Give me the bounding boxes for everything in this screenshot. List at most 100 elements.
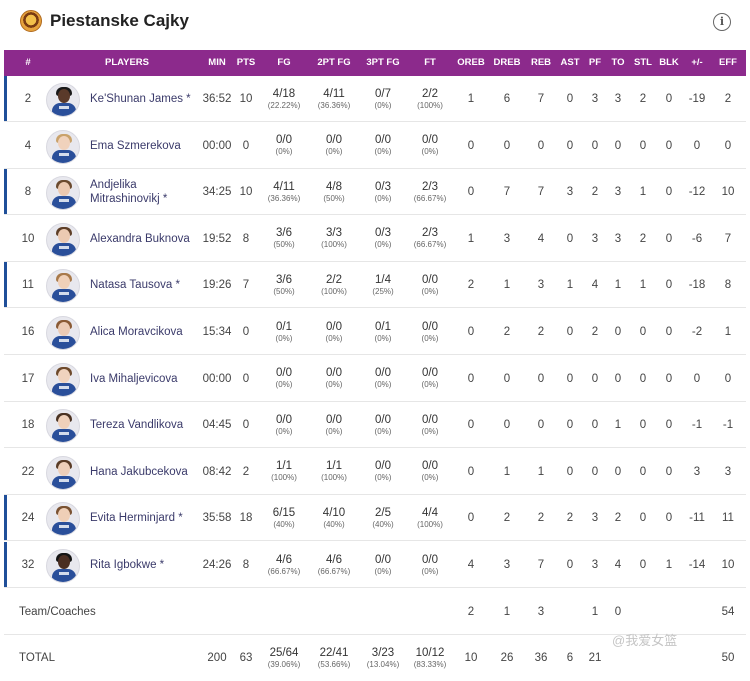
column-header-pf[interactable]: PF xyxy=(588,57,602,68)
player-name[interactable]: Rita Igbokwe * xyxy=(90,559,165,571)
stat-ast: 0 xyxy=(566,232,574,245)
player-name[interactable]: Evita Herminjard * xyxy=(90,512,183,525)
cell-pf: 0 xyxy=(584,123,606,169)
percentage: (40%) xyxy=(273,519,295,529)
table-row[interactable]: 24 Evita Herminjard * 35:58 18 6/15 (40%) 4/10… xyxy=(4,495,746,542)
column-header-eff[interactable]: EFF xyxy=(719,57,737,68)
stat-eff: 7 xyxy=(724,232,732,245)
stat-pts: 63 xyxy=(239,652,253,665)
cell-fg: 4/6 (66.67%) xyxy=(260,542,308,588)
column-header-reb[interactable]: REB xyxy=(530,57,552,68)
player-name[interactable]: Hana Jakubcekova xyxy=(90,465,188,478)
percentage: (66.67%) xyxy=(267,566,301,576)
info-icon[interactable]: i xyxy=(713,13,731,31)
cell-player[interactable]: Ema Szmerekova xyxy=(46,123,202,169)
stat-min: 200 xyxy=(207,652,227,665)
cell-fg3: 0/0 (0%) xyxy=(360,402,406,448)
column-header-players[interactable]: PLAYERS xyxy=(105,57,149,68)
avatar-head xyxy=(58,135,70,150)
player-name[interactable]: Ke'Shunan James * xyxy=(90,93,191,105)
player-name[interactable]: Andjelika Mitrashinovikj * xyxy=(90,179,168,206)
stat-pf: 0 xyxy=(591,419,599,432)
column-header-pm[interactable]: +/- xyxy=(691,57,703,68)
table-row[interactable]: 4 Ema Szmerekova 00:00 0 0/0 (0%) 0/0 (0%) 0/0 (0… xyxy=(4,122,746,169)
cell-player[interactable]: Iva Mihaljevicova xyxy=(46,356,202,402)
column-header-to[interactable]: TO xyxy=(611,57,625,68)
stat-min: 24:26 xyxy=(202,559,232,571)
table-row[interactable]: 11 Natasa Tausova * 19:26 7 3/6 (50%) 2/2 (100%… xyxy=(4,262,746,309)
cell-player[interactable]: Tereza Vandlikova xyxy=(46,402,202,448)
cell-pm: -11 xyxy=(682,495,712,541)
column-header-oreb[interactable]: OREB xyxy=(457,57,485,68)
cell-dreb: 3 xyxy=(488,542,526,588)
column-header-fg2[interactable]: 2PT FG xyxy=(317,57,351,68)
column-header-fg3[interactable]: 3PT FG xyxy=(366,57,400,68)
cell-eff: 10 xyxy=(712,169,744,215)
cell-fg: 6/15 (40%) xyxy=(260,495,308,541)
table-row[interactable]: 2 Ke'Shunan James * 36:52 10 4/18 (22.22%) 4/1… xyxy=(4,76,746,122)
avatar-jersey-stripe xyxy=(59,432,69,436)
cell-player[interactable]: Rita Igbokwe * xyxy=(46,542,202,588)
cell-dreb: 1 xyxy=(488,449,526,495)
player-name[interactable]: Iva Mihaljevicova xyxy=(90,372,178,385)
table-row[interactable]: 32 Rita Igbokwe * 24:26 8 4/6 (66.67%) 4/6 (66.… xyxy=(4,542,746,588)
avatar-jersey-stripe xyxy=(59,385,69,389)
cell-blk: 0 xyxy=(656,402,682,448)
cell-fg2: 22/41 (53.66%) xyxy=(308,635,360,681)
team-title: Piestanske Cajky xyxy=(50,11,189,30)
player-name[interactable]: Tereza Vandlikova xyxy=(90,419,184,432)
made-attempted: 0/0 xyxy=(325,367,342,380)
cell-fg3: 3/23 (13.04%) xyxy=(360,635,406,681)
table-row[interactable]: 8 Andjelika Mitrashinovikj * 34:25 10 4/11 (3… xyxy=(4,169,746,216)
stat-to: 0 xyxy=(614,372,622,385)
table-row[interactable]: 18 Tereza Vandlikova 04:45 0 0/0 (0%) 0/0 (0%) 0… xyxy=(4,402,746,449)
stat-pts: 0 xyxy=(242,372,250,385)
player-name[interactable]: Ema Szmerekova xyxy=(90,139,181,152)
cell-fg2: 1/1 (100%) xyxy=(308,449,360,495)
cell-oreb: 0 xyxy=(454,356,488,402)
column-header-stl[interactable]: STL xyxy=(634,57,652,68)
player-name[interactable]: Natasa Tausova * xyxy=(90,279,180,292)
table-row[interactable]: 16 Alica Moravcikova 15:34 0 0/1 (0%) 0/0 (0%) 0… xyxy=(4,309,746,355)
stat-pm: -6 xyxy=(691,232,703,245)
player-name[interactable]: Alica Moravcikova xyxy=(90,326,183,338)
stat-no: 17 xyxy=(21,372,35,385)
column-header-blk[interactable]: BLK xyxy=(659,57,679,68)
cell-blk: 0 xyxy=(656,123,682,169)
cell-player[interactable]: Andjelika Mitrashinovikj * xyxy=(46,169,202,215)
column-header-min[interactable]: MIN xyxy=(208,57,226,68)
stat-dreb: 1 xyxy=(503,465,511,478)
column-header-pts[interactable]: PTS xyxy=(236,57,256,68)
stat-eff: 3 xyxy=(724,465,732,478)
stat-oreb: 0 xyxy=(467,326,475,338)
shot-stat-fg3: 0/7 (0%) xyxy=(375,88,392,111)
cell-ast: 3 xyxy=(556,169,584,215)
cell-stl: 0 xyxy=(630,449,656,495)
made-attempted: 10/12 xyxy=(415,646,445,659)
table-row[interactable]: 17 Iva Mihaljevicova 00:00 0 0/0 (0%) 0/0 (0%) 0… xyxy=(4,355,746,402)
table-row[interactable]: 22 Hana Jakubcekova 08:42 2 1/1 (100%) 1/1 (100… xyxy=(4,448,746,495)
stat-no: 18 xyxy=(21,419,35,432)
cell-ast: 0 xyxy=(556,542,584,588)
cell-player[interactable]: Alexandra Buknova xyxy=(46,216,202,262)
cell-player[interactable]: Evita Herminjard * xyxy=(46,495,202,541)
cell-player[interactable]: Natasa Tausova * xyxy=(46,262,202,308)
cell-player[interactable]: Alica Moravcikova xyxy=(46,309,202,355)
table-row[interactable]: 10 Alexandra Buknova 19:52 8 3/6 (50%) 3/3 (100… xyxy=(4,215,746,262)
cell-ast: 0 xyxy=(556,123,584,169)
column-header-fg[interactable]: FG xyxy=(277,57,291,68)
percentage: (0%) xyxy=(421,566,439,576)
column-header-dreb[interactable]: DREB xyxy=(493,57,521,68)
player-name[interactable]: Alexandra Buknova xyxy=(90,232,190,245)
column-header-ft[interactable]: FT xyxy=(424,57,436,68)
cell-pm: -14 xyxy=(682,542,712,588)
cell-dreb: 0 xyxy=(488,356,526,402)
stat-no: 11 xyxy=(22,279,34,292)
stat-dreb: 26 xyxy=(500,652,514,665)
column-header-ast[interactable]: AST xyxy=(560,57,580,68)
column-header-no[interactable]: # xyxy=(25,57,31,68)
cell-to: 0 xyxy=(606,449,630,495)
shot-stat-ft: 2/3 (66.67%) xyxy=(414,181,446,204)
cell-player[interactable]: Hana Jakubcekova xyxy=(46,449,202,495)
cell-player[interactable]: Ke'Shunan James * xyxy=(46,76,202,122)
